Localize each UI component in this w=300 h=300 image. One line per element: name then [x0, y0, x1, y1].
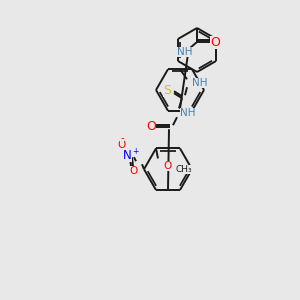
- Text: NH: NH: [180, 108, 196, 118]
- Text: N: N: [123, 149, 132, 162]
- Text: O: O: [163, 161, 171, 171]
- Text: CH₃: CH₃: [176, 165, 193, 174]
- Text: NH: NH: [177, 47, 193, 57]
- Text: +: +: [132, 147, 138, 156]
- Text: -: -: [120, 133, 124, 143]
- Text: O: O: [130, 166, 138, 176]
- Text: O: O: [146, 120, 156, 133]
- Text: NH: NH: [192, 78, 208, 88]
- Text: O: O: [118, 140, 126, 150]
- Text: S: S: [163, 84, 171, 97]
- Text: O: O: [210, 35, 220, 49]
